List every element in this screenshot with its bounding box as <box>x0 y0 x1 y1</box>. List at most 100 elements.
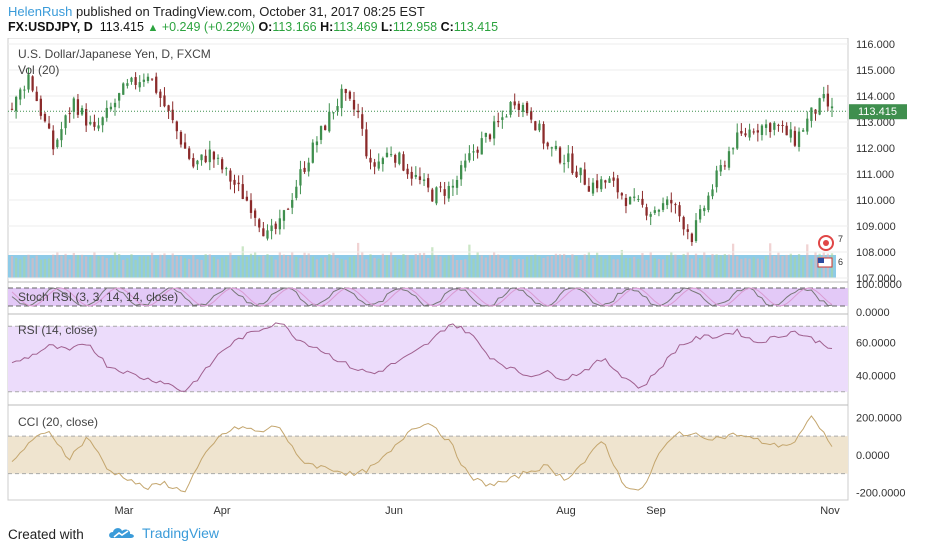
cci-panel[interactable]: CCI (20, close) 200.0000 0.0000 -200.000… <box>8 412 906 499</box>
candle-body <box>142 79 145 82</box>
x-tick-label: Sep <box>646 505 666 517</box>
volume-bar <box>398 259 401 278</box>
candles-group <box>10 67 834 246</box>
price-panel[interactable]: U.S. Dollar/Japanese Yen, D, FXCM Vol (2… <box>8 39 907 285</box>
volume-bar <box>23 256 26 278</box>
candle-body <box>427 178 430 188</box>
candle-body <box>183 142 187 149</box>
candle-body <box>468 153 471 161</box>
candle-body <box>538 123 541 131</box>
volume-bar <box>200 259 203 278</box>
candle-body <box>633 196 636 198</box>
candle-body <box>344 88 347 94</box>
candle-body <box>385 152 389 158</box>
volume-bar <box>369 254 372 278</box>
volume-bar <box>583 254 586 278</box>
volume-bar <box>192 255 195 278</box>
candle-body <box>282 210 286 221</box>
volume-bar <box>146 256 150 278</box>
candle-body <box>208 149 211 163</box>
volume-bar <box>427 258 430 278</box>
stoch-rsi-panel[interactable]: Stoch RSI (3, 3, 14, 14, close) 100.0000… <box>8 279 902 319</box>
candle-body <box>39 98 42 116</box>
candle-body <box>530 111 533 120</box>
candle-body <box>369 157 372 163</box>
candle-body <box>19 89 22 100</box>
candle-body <box>752 131 755 133</box>
volume-bar <box>455 259 459 278</box>
candle-body <box>484 132 488 137</box>
volume-bar <box>126 258 129 278</box>
volume-bar <box>262 255 265 278</box>
chart-canvas[interactable]: U.S. Dollar/Japanese Yen, D, FXCM Vol (2… <box>0 38 932 520</box>
volume-bar <box>188 258 191 278</box>
candle-body <box>563 163 566 165</box>
candle-body <box>406 168 409 175</box>
volume-bar <box>175 256 178 278</box>
volume-bar <box>56 252 59 278</box>
tradingview-brand-link[interactable]: TradingView <box>108 525 219 541</box>
volume-bar <box>542 257 545 278</box>
volume-bar <box>521 259 525 278</box>
rsi-panel[interactable]: RSI (14, close) 60.0000 40.0000 <box>8 322 896 393</box>
price-tick-label: 114.000 <box>856 91 895 103</box>
volume-bar <box>740 258 743 278</box>
candle-body <box>332 112 335 114</box>
volume-bar <box>64 253 67 278</box>
volume-bar <box>431 247 434 278</box>
volume-bar <box>196 259 199 278</box>
volume-bar <box>229 252 232 278</box>
candle-body <box>600 179 603 190</box>
candle-body <box>394 154 397 163</box>
volume-bar <box>344 259 347 278</box>
volume-bar <box>406 255 409 278</box>
volume-bars <box>10 242 834 278</box>
candle-body <box>266 230 269 239</box>
volume-bar <box>793 257 797 278</box>
volume-bar <box>661 259 665 278</box>
volume-bar <box>422 252 426 278</box>
volume-bar <box>814 252 817 278</box>
volume-bar <box>348 257 352 278</box>
candle-body <box>579 167 582 176</box>
volume-bar <box>328 254 331 278</box>
candle-body <box>241 184 244 199</box>
candle-body <box>43 113 47 122</box>
volume-bar <box>694 253 698 278</box>
candle-body <box>212 151 216 160</box>
volume-bar <box>282 254 286 278</box>
candle-body <box>690 233 694 243</box>
candle-body <box>558 147 562 163</box>
candle-body <box>818 98 821 115</box>
volume-bar <box>509 255 512 278</box>
event-markers[interactable]: 7 6 <box>817 234 843 268</box>
author-link[interactable]: HelenRush <box>8 4 73 19</box>
event-marker-icon[interactable] <box>818 235 834 251</box>
volume-bar <box>789 253 792 278</box>
volume-bar <box>31 258 34 278</box>
candle-body <box>571 153 574 174</box>
volume-bar <box>616 259 619 278</box>
footer: Created with TradingView <box>0 520 932 550</box>
symbol-label: FX:USDJPY, D <box>8 20 93 34</box>
volume-bar <box>719 255 722 278</box>
event-count-6: 6 <box>838 257 843 267</box>
volume-bar <box>558 254 562 278</box>
candle-body <box>274 223 277 229</box>
stoch-k-line <box>11 287 833 307</box>
candle-body <box>670 199 673 204</box>
volume-bar <box>43 259 47 278</box>
candle-body <box>525 102 529 114</box>
volume-bar <box>373 257 376 278</box>
volume-bar <box>266 253 269 278</box>
candle-body <box>472 151 475 153</box>
candle-body <box>381 158 384 165</box>
candle-body <box>513 101 516 106</box>
volume-bar <box>492 252 496 278</box>
volume-bar <box>93 252 96 278</box>
volume-bar <box>402 254 405 278</box>
candle-body <box>134 77 137 85</box>
candle-body <box>645 207 648 216</box>
candle-body <box>171 109 174 121</box>
volume-bar <box>612 259 615 278</box>
